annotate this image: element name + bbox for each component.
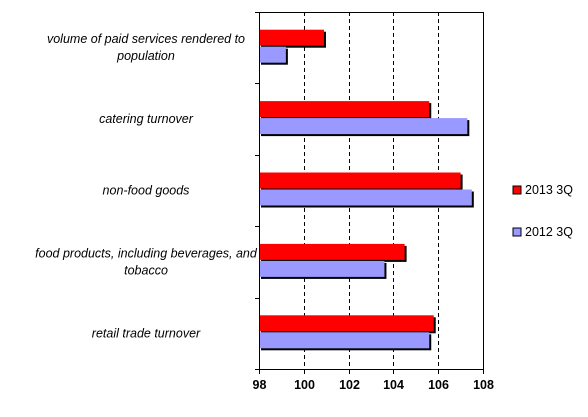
bar-series-2 — [259, 46, 286, 63]
legend-label: 2012 3Q — [525, 225, 573, 239]
category-label: retail trade turnover — [92, 326, 201, 340]
category-label: non-food goods — [103, 184, 190, 198]
category-label: volume of paid services rendered to popul… — [47, 32, 245, 63]
category-label: food products, including beverages, and t… — [35, 246, 258, 277]
bar-series-1 — [259, 243, 405, 260]
legend-swatch — [512, 185, 522, 195]
category-label-line: catering turnover — [99, 112, 194, 126]
bar-series-1 — [259, 315, 434, 332]
category-label-line: volume of paid services rendered to — [47, 32, 245, 46]
x-tick-label: 102 — [339, 378, 360, 392]
category-label: catering turnover — [99, 112, 194, 126]
category-label-line: food products, including beverages, and — [35, 246, 258, 260]
bar-series-2 — [259, 118, 468, 135]
x-tick-label: 106 — [428, 378, 449, 392]
category-label-line: population — [116, 49, 175, 63]
x-tick-label: 100 — [294, 378, 315, 392]
bar-series-2 — [259, 189, 472, 206]
category-label-line: tobacco — [124, 263, 168, 277]
bar-series-2 — [259, 260, 385, 277]
legend-swatch — [512, 227, 522, 237]
bar-series-1 — [259, 29, 324, 46]
category-label-line: retail trade turnover — [92, 326, 201, 340]
bar-series-1 — [259, 101, 430, 118]
bar-series-1 — [259, 172, 461, 189]
bar-series-2 — [259, 332, 430, 349]
legend-label: 2013 3Q — [525, 183, 573, 197]
x-tick-label: 104 — [383, 378, 404, 392]
x-tick-label: 108 — [473, 378, 494, 392]
category-label-line: non-food goods — [103, 184, 190, 198]
x-tick-label: 98 — [253, 378, 267, 392]
